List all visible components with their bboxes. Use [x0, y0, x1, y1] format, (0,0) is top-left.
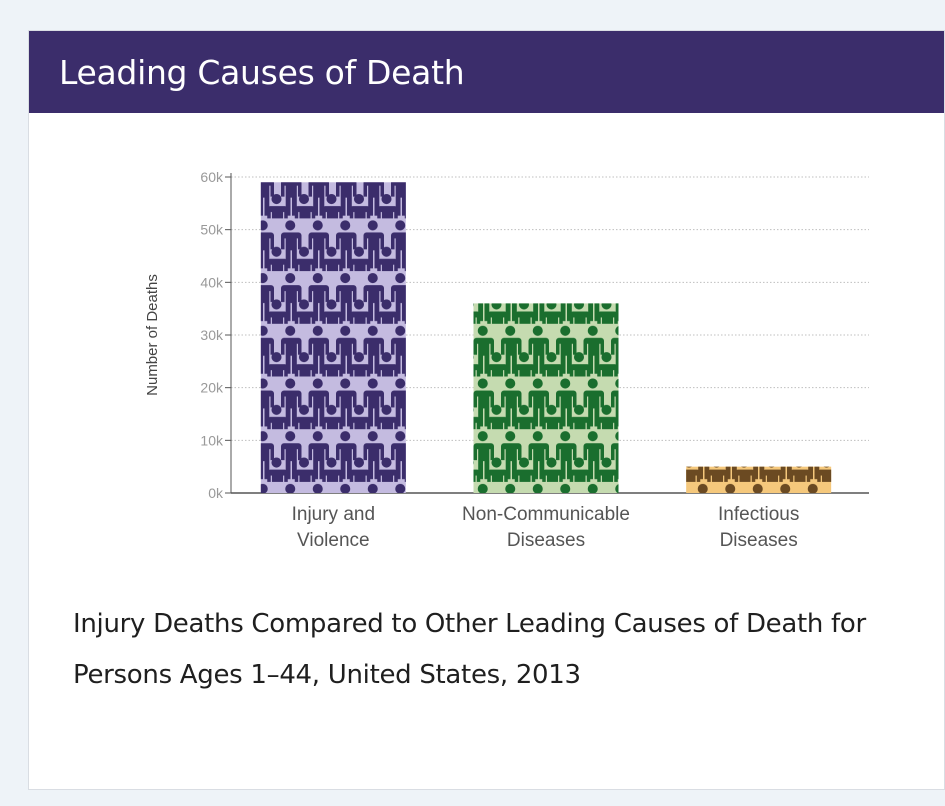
x-tick-label: Diseases	[720, 530, 798, 551]
bar-figures-1	[473, 303, 619, 493]
chart-card: Leading Causes of Death 0k 10k 20k 30k 40k 50…	[28, 30, 945, 790]
y-tick-label: 40k	[200, 274, 224, 290]
bar-figures-2	[686, 466, 832, 493]
chart-caption: Injury Deaths Compared to Other Leading …	[73, 609, 866, 690]
y-tick-label: 30k	[200, 327, 224, 343]
y-axis-title: Number of Deaths	[144, 274, 161, 396]
y-tick-label: 10k	[200, 432, 224, 448]
x-tick-label: Injury and	[292, 504, 375, 525]
x-tick-label: Violence	[297, 530, 370, 551]
bar-figures-0	[260, 182, 406, 493]
x-tick-label: Infectious	[718, 504, 799, 525]
x-tick-label: Non-Communicable	[462, 504, 630, 525]
bar-chart: 0k 10k 20k 30k 40k 50k 60k Number of Deaths Inju…	[144, 169, 869, 551]
y-tick-label: 50k	[200, 222, 224, 238]
bar-group	[260, 182, 406, 493]
bar-group	[686, 466, 832, 493]
y-tick-label: 60k	[200, 169, 224, 185]
chart-area: 0k 10k 20k 30k 40k 50k 60k Number of Deaths Inju…	[29, 113, 945, 593]
y-tick-label: 20k	[200, 380, 224, 396]
card-title: Leading Causes of Death	[29, 31, 944, 113]
x-tick-label: Diseases	[507, 530, 585, 551]
y-tick-label: 0k	[208, 485, 224, 501]
bar-group	[473, 303, 619, 493]
